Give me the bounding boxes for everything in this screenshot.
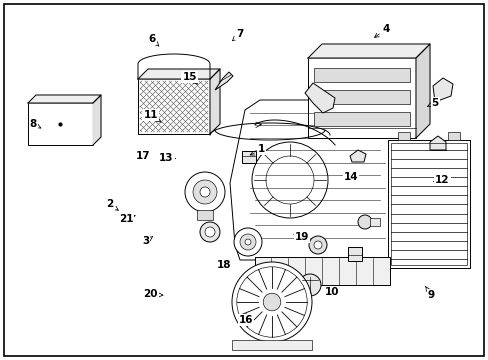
- Bar: [242, 151, 256, 163]
- Text: 14: 14: [343, 172, 358, 182]
- Bar: [369, 218, 379, 226]
- Bar: [231, 340, 311, 350]
- Circle shape: [240, 234, 256, 250]
- Circle shape: [298, 274, 320, 296]
- Circle shape: [357, 215, 371, 229]
- Text: 15: 15: [182, 72, 197, 84]
- Text: 8: 8: [30, 119, 41, 129]
- Circle shape: [263, 293, 280, 311]
- Circle shape: [244, 239, 250, 245]
- Text: 12: 12: [433, 175, 449, 185]
- Text: 17: 17: [135, 150, 150, 161]
- Bar: [447, 132, 459, 140]
- Text: 18: 18: [216, 260, 231, 270]
- Text: 1: 1: [250, 144, 264, 155]
- Polygon shape: [429, 136, 445, 150]
- Text: 13: 13: [159, 153, 175, 163]
- Polygon shape: [28, 95, 101, 103]
- Bar: [197, 210, 213, 220]
- Circle shape: [200, 187, 209, 197]
- Polygon shape: [305, 83, 334, 113]
- Text: 21: 21: [119, 214, 135, 224]
- Bar: [347, 247, 361, 261]
- Bar: [254, 257, 389, 285]
- Text: 7: 7: [232, 29, 243, 41]
- Polygon shape: [93, 95, 101, 145]
- Circle shape: [313, 241, 321, 249]
- Bar: [28, 103, 93, 145]
- Circle shape: [234, 228, 262, 256]
- Polygon shape: [209, 69, 220, 134]
- Text: 4: 4: [374, 24, 389, 37]
- Text: 11: 11: [143, 110, 161, 122]
- Polygon shape: [307, 44, 429, 58]
- Text: 10: 10: [325, 287, 339, 297]
- Text: 2: 2: [106, 199, 118, 210]
- Circle shape: [184, 172, 224, 212]
- Text: 9: 9: [425, 287, 434, 300]
- Circle shape: [200, 222, 220, 242]
- Polygon shape: [415, 44, 429, 138]
- Polygon shape: [349, 150, 365, 162]
- Text: 20: 20: [143, 289, 163, 300]
- Bar: [138, 79, 209, 134]
- Circle shape: [308, 236, 326, 254]
- Circle shape: [204, 227, 215, 237]
- Text: 5: 5: [427, 98, 438, 108]
- Bar: [397, 132, 409, 140]
- Text: 16: 16: [238, 314, 253, 325]
- Bar: [313, 112, 409, 126]
- Polygon shape: [215, 72, 232, 90]
- Bar: [307, 58, 415, 138]
- Polygon shape: [138, 69, 220, 79]
- Bar: [387, 140, 469, 268]
- Bar: [313, 90, 409, 104]
- Text: 19: 19: [293, 232, 309, 242]
- Circle shape: [231, 262, 311, 342]
- Polygon shape: [432, 78, 452, 102]
- Bar: [390, 143, 466, 265]
- Bar: [313, 68, 409, 82]
- Text: 6: 6: [148, 34, 159, 46]
- Text: 3: 3: [142, 236, 152, 246]
- Polygon shape: [229, 100, 409, 260]
- Circle shape: [193, 180, 217, 204]
